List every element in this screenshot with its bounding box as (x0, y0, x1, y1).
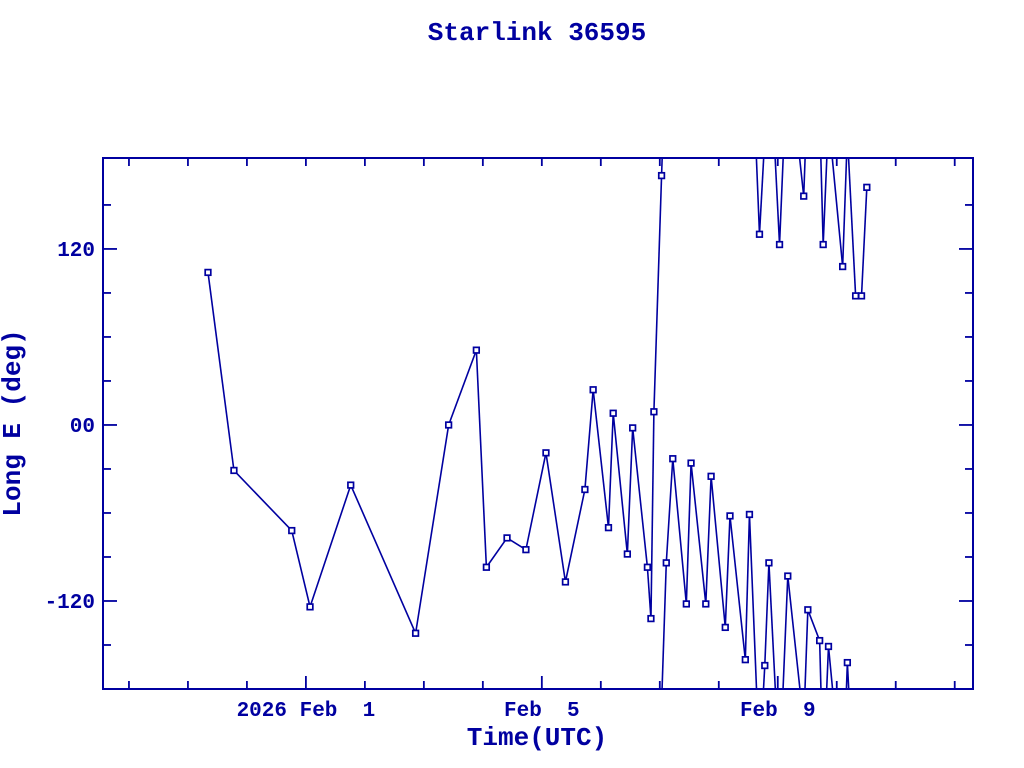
data-point-marker (288, 526, 296, 535)
data-point-marker (687, 459, 695, 467)
y-tick-label-120: 120 (57, 240, 95, 263)
data-point-marker (843, 658, 852, 667)
data-point-marker (542, 449, 550, 457)
y-tick-label-neg120: -120 (45, 592, 95, 615)
data-point-marker (647, 614, 655, 623)
tick-marks (103, 158, 973, 689)
y-axis-title: Long E (deg) (0, 329, 28, 516)
y-tick-label-0: 00 (70, 416, 95, 439)
data-point-marker (643, 563, 652, 571)
data-point-marker (522, 545, 530, 554)
data-point-marker (819, 240, 827, 249)
data-point-marker (444, 421, 453, 429)
data-point-marker (662, 559, 670, 567)
data-point-marker (623, 550, 632, 558)
x-tick-label-feb1: 2026 Feb 1 (237, 700, 376, 723)
x-axis-title: Time(UTC) (467, 723, 607, 753)
data-point-marker (629, 424, 637, 432)
data-point-marker (650, 408, 658, 416)
data-point-marker (741, 656, 749, 664)
data-point-marker (755, 230, 764, 238)
data-point-marker (347, 481, 355, 489)
data-point-marker (863, 183, 871, 191)
data-point-marker (765, 559, 773, 567)
data-point-marker (726, 512, 734, 520)
data-point-marker (857, 292, 866, 300)
data-point-marker (804, 606, 812, 614)
data-point-marker (589, 386, 597, 394)
data-point-marker (761, 661, 769, 670)
data-point-marker (824, 642, 833, 651)
data-point-marker (775, 240, 784, 249)
data-point-marker (604, 523, 613, 532)
data-point-marker (657, 171, 666, 180)
data-point-marker (669, 455, 677, 463)
data-point-marker (745, 510, 754, 519)
axes-frame (102, 157, 974, 690)
data-series (204, 158, 871, 689)
data-point-marker (482, 563, 491, 571)
data-point-marker (682, 600, 690, 608)
data-point-marker (230, 466, 238, 475)
x-tick-label-feb9: Feb 9 (740, 700, 816, 723)
data-point-marker (411, 629, 420, 637)
data-point-marker (204, 268, 212, 277)
data-point-marker (838, 262, 847, 271)
data-point-marker (851, 292, 860, 300)
plot-area (102, 157, 974, 690)
data-point-marker (503, 534, 511, 542)
data-point-marker (707, 472, 715, 480)
data-point-marker (472, 346, 481, 354)
data-point-marker (581, 485, 589, 494)
data-point-marker (702, 600, 710, 608)
data-point-marker (561, 578, 570, 586)
data-point-marker (306, 603, 314, 611)
chart-title: Starlink 36595 (428, 18, 646, 48)
data-point-marker (721, 623, 729, 632)
data-point-marker (800, 192, 808, 200)
data-point-marker (609, 409, 617, 417)
x-tick-label-feb5: Feb 5 (504, 700, 580, 723)
data-point-marker (815, 636, 824, 645)
data-point-marker (784, 572, 792, 580)
